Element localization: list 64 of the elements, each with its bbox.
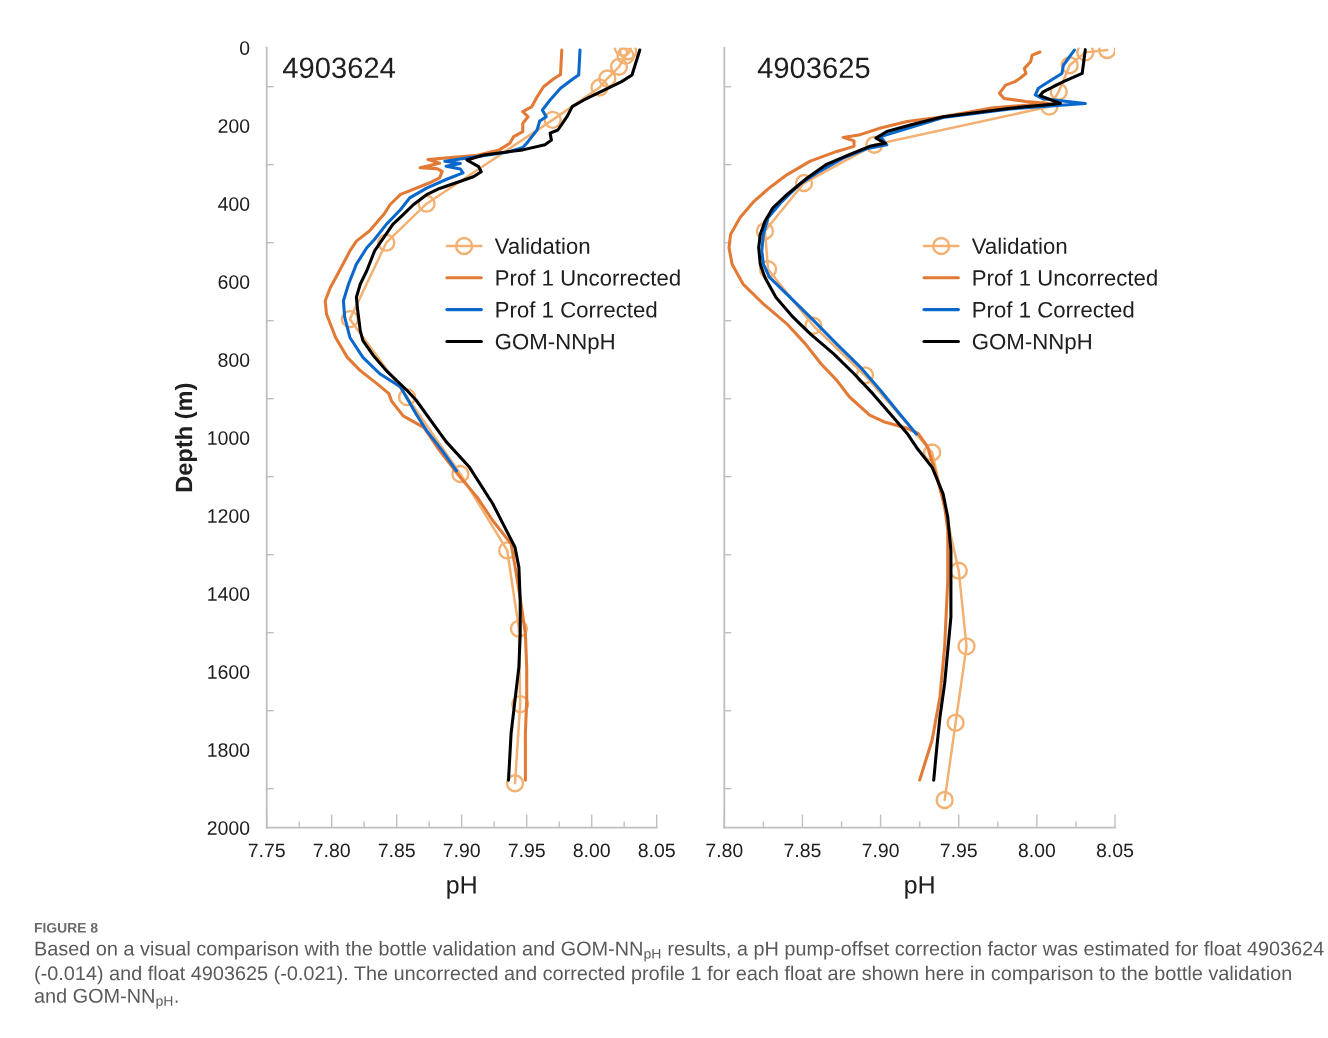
x-tick-label: 7.90 <box>443 843 480 858</box>
legend-label: GOM-NNpH <box>972 333 1091 354</box>
point <box>1049 82 1068 101</box>
y-tick-label: 2000 <box>207 821 250 835</box>
point <box>855 366 875 385</box>
point <box>609 57 629 76</box>
point <box>1060 56 1079 75</box>
x-tick-label: 8.05 <box>638 843 675 858</box>
caption: FIGURE 8 <box>34 922 98 933</box>
y-tick-label: 800 <box>218 353 250 367</box>
x-tick-label: 7.85 <box>784 843 821 858</box>
legend-label: Prof 1 Corrected <box>973 301 1134 318</box>
point <box>794 173 814 193</box>
point <box>755 221 775 241</box>
text: Based on a visual comparison with the bottle validation and GOM-NN$_{pH}$ results, a pH pump-offset correction factor was estimated for float 4903624 (-0.014) and float 4903625 (-0.021). The uncorrected and corrected profile 1 for each float are shown here in comparison to the bottle validation and GOM-NN$_{pH}$. <box>34 941 1324 1009</box>
point <box>590 78 609 97</box>
point <box>598 69 617 88</box>
x-tick-label: 7.95 <box>940 843 977 858</box>
point <box>417 194 436 213</box>
point <box>340 309 360 329</box>
y-tick-label: 400 <box>218 197 250 211</box>
legend-label: Prof 1 Corrected <box>496 301 657 318</box>
point <box>616 47 635 66</box>
x-tick-label: 8.00 <box>573 843 610 858</box>
point <box>935 790 954 810</box>
y-tick-label: 200 <box>218 119 250 133</box>
x-tick-label: 8.00 <box>1018 843 1056 858</box>
x-tick-label: 7.90 <box>862 843 899 858</box>
chart-title: 4903625 <box>757 57 870 79</box>
point <box>397 387 417 407</box>
y-tick-label: 1800 <box>208 743 250 757</box>
legend-label: Validation <box>494 237 590 254</box>
point <box>377 233 396 252</box>
y-axis-title: Depth (m) <box>174 383 197 492</box>
y-tick-label: 1600 <box>208 665 250 679</box>
x-tick-label: 7.85 <box>378 843 415 858</box>
point <box>451 464 470 484</box>
point <box>509 619 529 638</box>
point <box>758 260 778 279</box>
chart-title: 4903624 <box>282 57 395 79</box>
y-tick-label: 0 <box>239 41 250 55</box>
legend-label: Prof 1 Uncorrected <box>496 269 680 286</box>
point <box>505 774 525 793</box>
x-tick-label: 7.95 <box>508 843 545 858</box>
point <box>804 316 823 335</box>
y-tick-label: 1000 <box>208 431 250 445</box>
legend-label: GOM-NNpH <box>495 333 614 354</box>
point <box>949 561 968 580</box>
point <box>543 110 562 130</box>
y-tick-label: 1200 <box>208 509 250 523</box>
point <box>922 443 942 462</box>
x-tick-label: 7.80 <box>313 843 350 858</box>
y-tick-label: 600 <box>218 275 250 289</box>
x-tick-label: 7.75 <box>248 843 285 858</box>
legend-label: Prof 1 Uncorrected <box>973 269 1157 286</box>
point <box>957 637 976 656</box>
x-tick-label: 8.05 <box>1096 843 1134 858</box>
x-tick-label: 7.80 <box>706 843 743 858</box>
y-tick-label: 1400 <box>208 587 250 601</box>
x-axis-title: pH <box>447 876 476 899</box>
point <box>946 713 965 732</box>
legend-label: Validation <box>971 237 1067 254</box>
point <box>511 694 530 714</box>
x-axis-title: pH <box>905 876 934 899</box>
